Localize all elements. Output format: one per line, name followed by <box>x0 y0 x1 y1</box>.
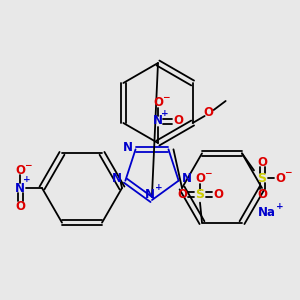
Text: O: O <box>177 188 187 201</box>
Text: +: + <box>155 184 163 193</box>
Text: O: O <box>15 200 25 212</box>
Text: −: − <box>284 168 292 177</box>
Text: N: N <box>145 188 155 200</box>
Text: O: O <box>15 164 25 176</box>
Text: N: N <box>122 141 133 154</box>
Text: Na: Na <box>258 206 276 219</box>
Text: S: S <box>196 188 205 201</box>
Text: −: − <box>204 169 212 178</box>
Text: −: − <box>162 94 170 103</box>
Text: N: N <box>112 172 122 185</box>
Text: +: + <box>276 202 284 211</box>
Text: O: O <box>204 106 214 119</box>
Text: −: − <box>24 160 32 169</box>
Text: N: N <box>182 172 192 185</box>
Text: O: O <box>153 97 163 110</box>
Text: O: O <box>257 156 267 169</box>
Text: +: + <box>161 109 169 118</box>
Text: N: N <box>153 115 163 128</box>
Text: O: O <box>275 172 285 185</box>
Text: O: O <box>213 188 223 201</box>
Text: N: N <box>15 182 25 194</box>
Text: S: S <box>257 172 266 185</box>
Text: O: O <box>173 115 183 128</box>
Text: O: O <box>257 188 267 201</box>
Text: +: + <box>23 176 31 184</box>
Text: O: O <box>195 172 205 185</box>
